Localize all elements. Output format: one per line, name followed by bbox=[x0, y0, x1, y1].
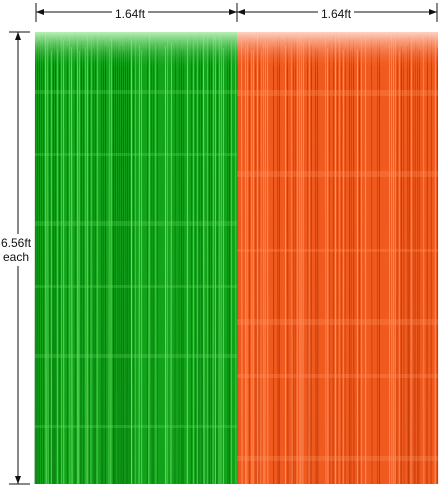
height-label: 6.56ft each bbox=[0, 234, 33, 266]
width-arrowheads bbox=[36, 9, 437, 15]
width-dimension-line bbox=[35, 3, 438, 22]
height-value: 6.56ft bbox=[1, 236, 32, 250]
left-width-label: 1.64ft bbox=[112, 7, 149, 21]
right-width-label: 1.64ft bbox=[318, 7, 355, 21]
orange-strands bbox=[237, 31, 439, 485]
orange-curtain bbox=[237, 31, 439, 485]
height-note: each bbox=[3, 250, 30, 264]
height-arrowheads bbox=[15, 32, 21, 484]
green-strands bbox=[34, 31, 237, 485]
green-curtain bbox=[34, 31, 237, 485]
